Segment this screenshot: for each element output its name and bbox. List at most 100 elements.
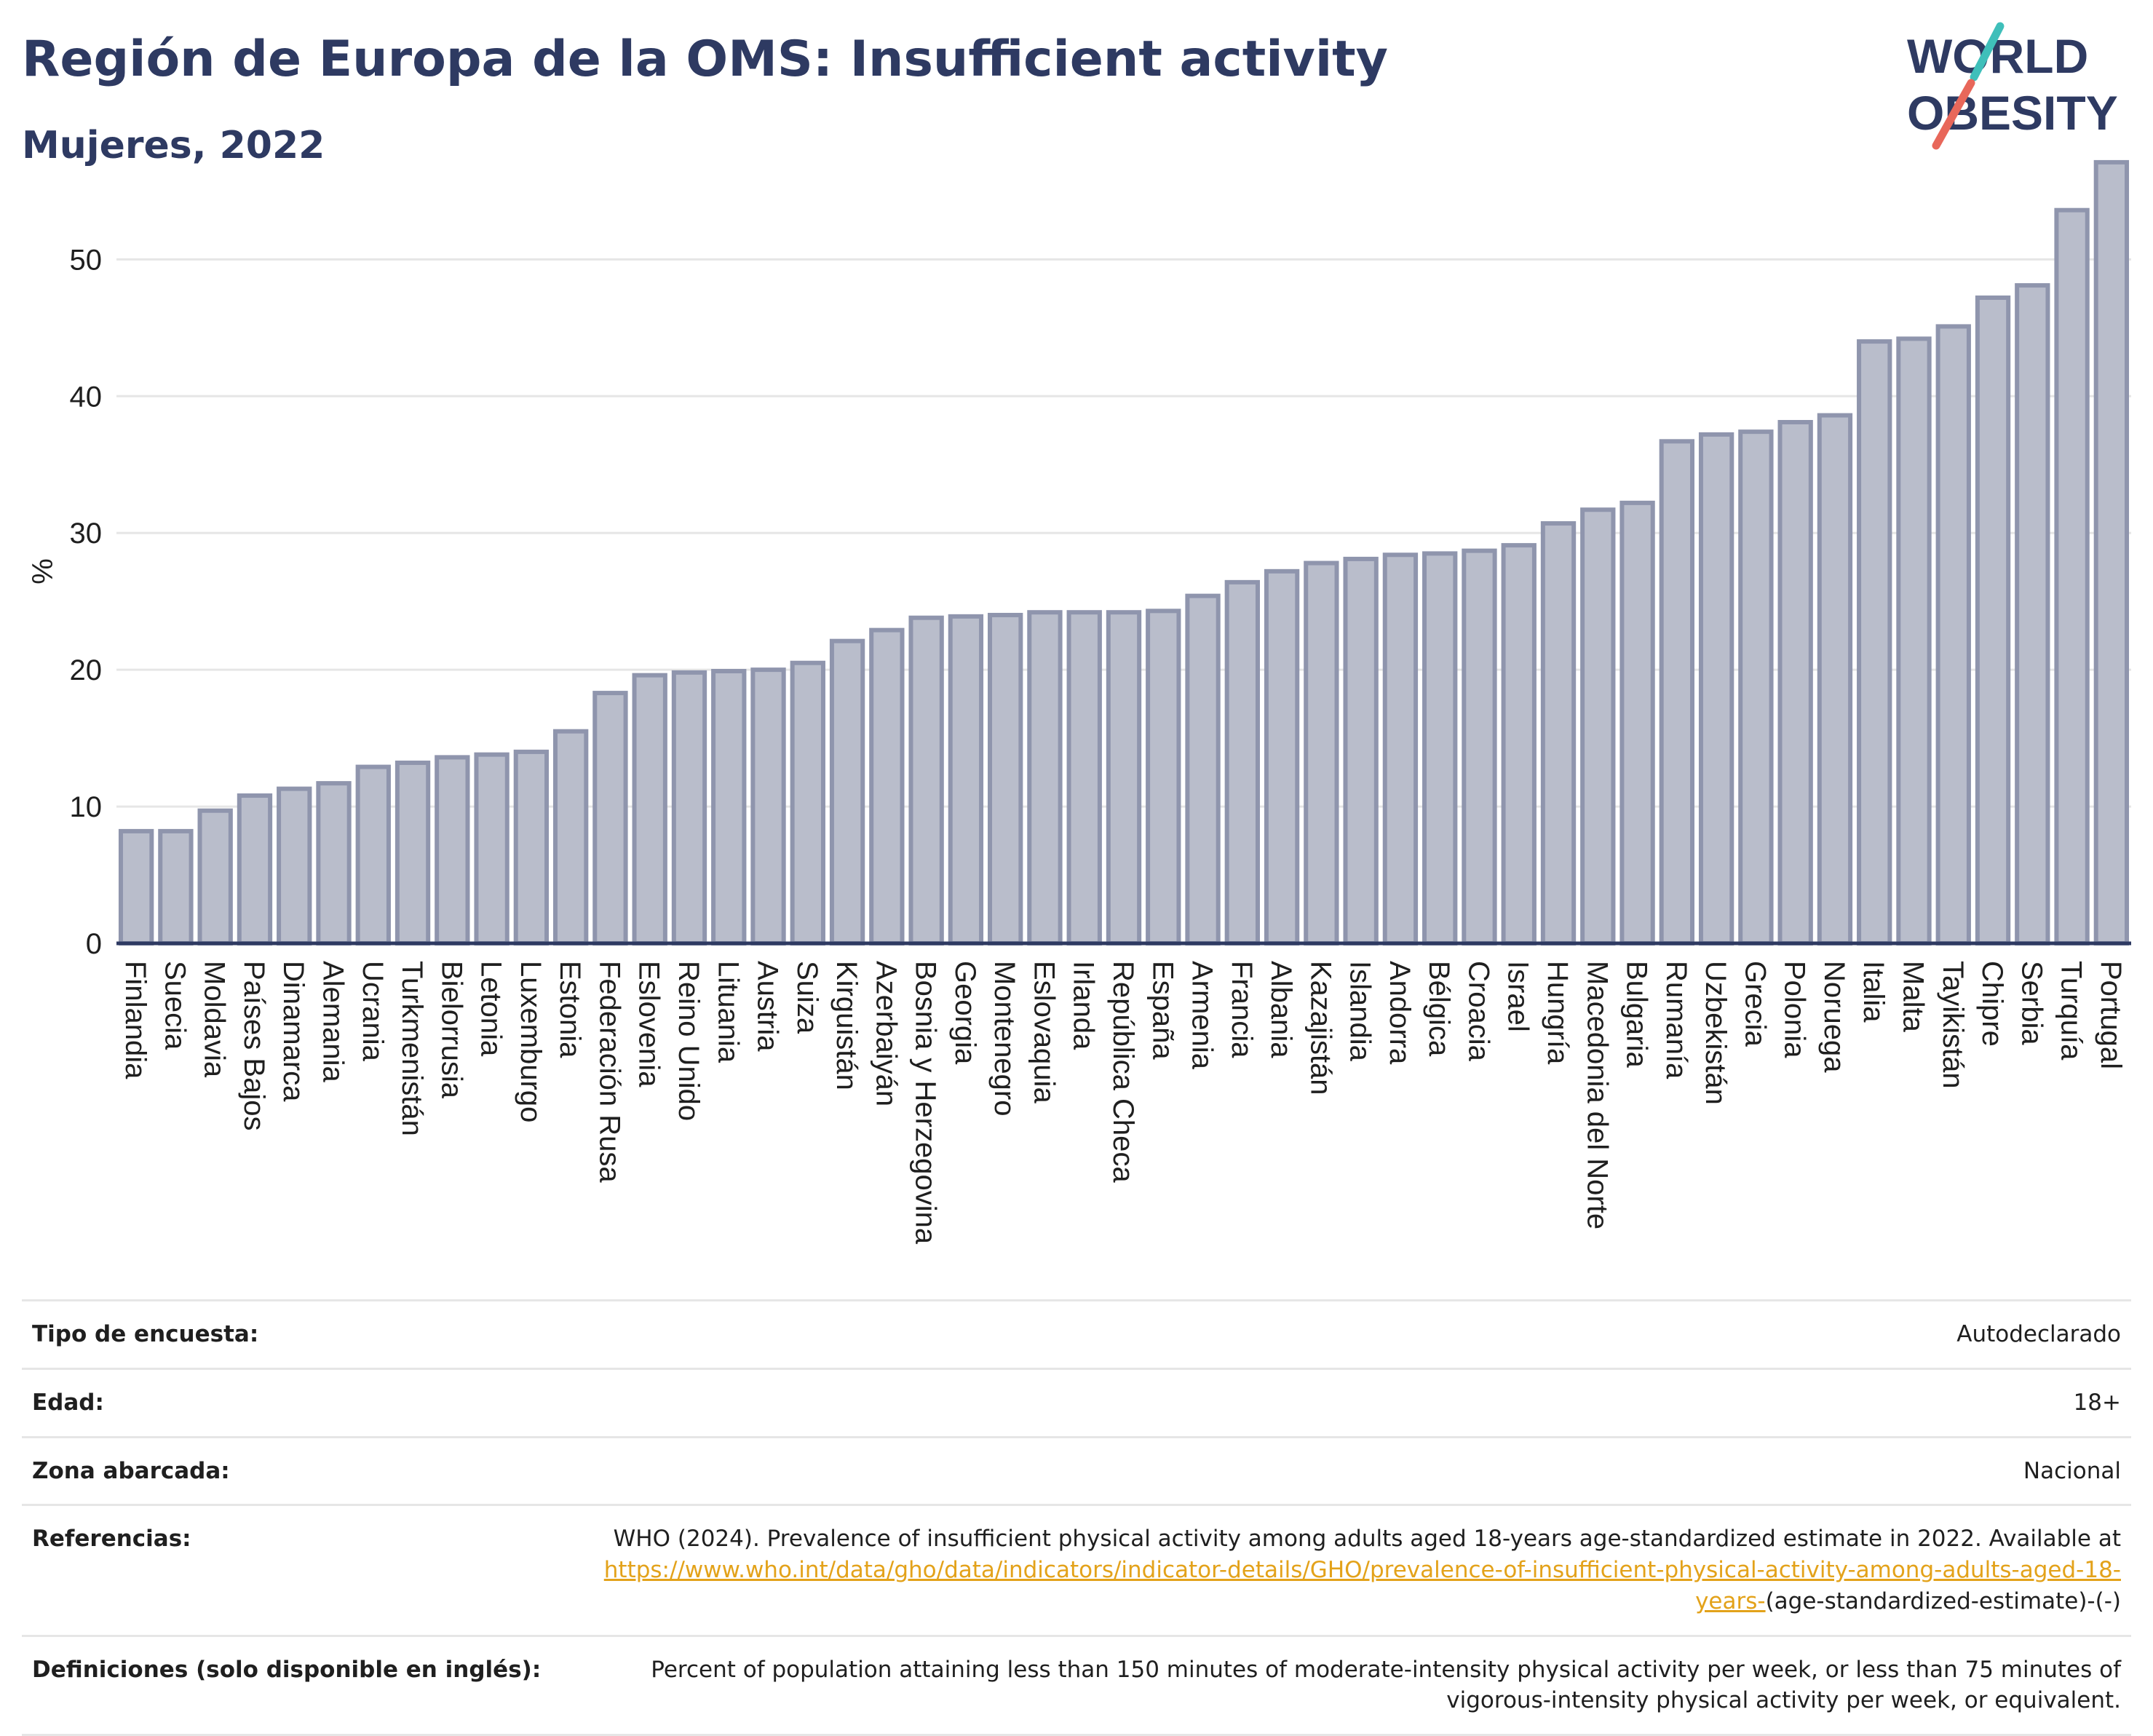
x-tick-label: Italia [1857, 961, 1890, 1023]
bar [1896, 336, 1932, 946]
y-tick-label: 50 [70, 244, 103, 276]
meta-row-age: Edad: 18+ [22, 1368, 2131, 1437]
bar [829, 638, 865, 946]
x-tick-label: República Checa [1107, 961, 1139, 1183]
x-tick-label: Dinamarca [277, 961, 309, 1102]
x-tick-label: Federación Rusa [593, 961, 625, 1183]
bar [1580, 507, 1616, 946]
x-tick-label: Finlandia [119, 961, 151, 1079]
x-tick-label: Lituania [712, 961, 744, 1063]
x-tick-label: Kirguistán [830, 961, 863, 1090]
x-tick-label: Tayikistán [1937, 961, 1969, 1089]
x-tick-label: Austria [752, 961, 784, 1052]
meta-value: Autodeclarado [1956, 1321, 2121, 1347]
bar [1224, 579, 1260, 946]
y-tick-label: 30 [70, 518, 103, 550]
bar [158, 828, 194, 946]
meta-row-references: Referencias: WHO (2024). Prevalence of i… [22, 1505, 2131, 1636]
x-tick-label: Suiza [791, 961, 823, 1034]
meta-label: Zona abarcada: [32, 1457, 230, 1484]
bar [316, 781, 352, 946]
x-tick-label: Irlanda [1068, 961, 1100, 1050]
bar [1146, 609, 1181, 946]
bar [1659, 439, 1695, 946]
x-tick-label: Georgia [949, 961, 981, 1065]
x-tick-label: Bélgica [1423, 961, 1455, 1057]
chart-title: Región de Europa de la OMS: Insufficient… [22, 31, 1388, 88]
bar [1462, 548, 1497, 946]
logo-accent-bottom [1932, 79, 1975, 150]
bar [394, 760, 431, 946]
bar [908, 615, 944, 946]
y-axis-ticks: 0 10 20 30 40 50 [70, 244, 103, 960]
bar [1935, 324, 1971, 946]
bar [1422, 551, 1458, 946]
x-tick-label: Armenia [1186, 961, 1218, 1070]
x-tick-label: Portugal [2095, 961, 2127, 1069]
bar [948, 614, 984, 946]
x-tick-label: Turkmenistán [396, 961, 428, 1136]
meta-label: Tipo de encuesta: [32, 1321, 259, 1347]
bar [1027, 610, 1063, 946]
bar [592, 691, 628, 946]
meta-value: WHO (2024). Prevalence of insufficient p… [551, 1505, 2131, 1636]
world-obesity-logo: WORLD OBESITY [1907, 22, 2118, 150]
bar [513, 749, 550, 946]
bar [552, 729, 589, 946]
meta-label: Definiciones (solo disponible en inglés)… [32, 1656, 542, 1683]
bar [277, 786, 312, 946]
bar [790, 660, 825, 946]
bar [1382, 552, 1419, 946]
bar [988, 612, 1023, 946]
x-tick-label: Hungría [1542, 961, 1574, 1065]
bars [118, 159, 2130, 946]
x-tick-label: Moldavia [199, 961, 231, 1078]
x-tick-label: Eslovenia [633, 961, 665, 1087]
bar [1106, 610, 1142, 946]
x-tick-label: Albania [1265, 961, 1297, 1058]
x-tick-label: Andorra [1384, 961, 1416, 1065]
bar [118, 828, 154, 946]
x-tick-label: Serbia [2015, 961, 2047, 1045]
reference-text: WHO (2024). Prevalence of insufficient p… [613, 1526, 2121, 1553]
chart-subtitle: Mujeres, 2022 [22, 124, 325, 167]
bar [1185, 593, 1221, 946]
x-tick-label: Montenegro [988, 961, 1020, 1116]
bar [197, 808, 233, 946]
bar [750, 667, 786, 946]
reference-link[interactable]: https://www.who.int/data/gho/data/indica… [603, 1557, 2121, 1614]
x-tick-label: Malta [1897, 961, 1929, 1033]
x-axis-labels: Finlandia Suecia Moldavia Países Bajos Dinam… [119, 961, 2127, 1245]
x-tick-label: Rumanía [1660, 961, 1692, 1079]
x-tick-label: Islandia [1344, 961, 1376, 1062]
meta-label: Edad: [32, 1389, 104, 1416]
x-tick-label: Luxemburgo [515, 961, 547, 1122]
x-tick-label: Polonia [1779, 961, 1811, 1058]
x-tick-label: Reino Unido [673, 961, 705, 1121]
x-tick-label: España [1146, 961, 1178, 1060]
x-tick-label: Macedonia del Norte [1581, 961, 1613, 1229]
x-tick-label: Francia [1226, 961, 1258, 1058]
bar [474, 752, 509, 946]
x-tick-label: Bulgaria [1621, 961, 1653, 1069]
bar [1698, 432, 1734, 946]
x-tick-label: Noruega [1818, 961, 1850, 1073]
bar [435, 755, 470, 946]
bar [1817, 413, 1853, 946]
meta-row-definitions: Definiciones (solo disponible en inglés)… [22, 1636, 2131, 1735]
x-tick-label: Croacia [1462, 961, 1494, 1062]
meta-label: Referencias: [32, 1526, 191, 1553]
reference-tail: (age-standardized-estimate)-(-) [1765, 1588, 2121, 1614]
bar [1264, 568, 1300, 946]
x-tick-label: Países Bajos [238, 961, 270, 1130]
x-tick-label: Estonia [554, 961, 586, 1058]
x-tick-label: Grecia [1739, 961, 1771, 1047]
bar [1777, 419, 1813, 946]
x-tick-label: Israel [1502, 961, 1534, 1032]
x-tick-label: Eslovaquia [1028, 961, 1060, 1103]
x-tick-label: Letonia [475, 961, 507, 1057]
bar [237, 793, 273, 946]
y-tick-label: 0 [86, 928, 102, 960]
bar [632, 673, 667, 946]
meta-value: 18+ [2073, 1389, 2121, 1416]
